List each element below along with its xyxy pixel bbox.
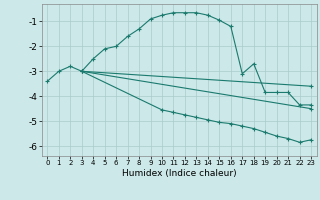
X-axis label: Humidex (Indice chaleur): Humidex (Indice chaleur) bbox=[122, 169, 236, 178]
